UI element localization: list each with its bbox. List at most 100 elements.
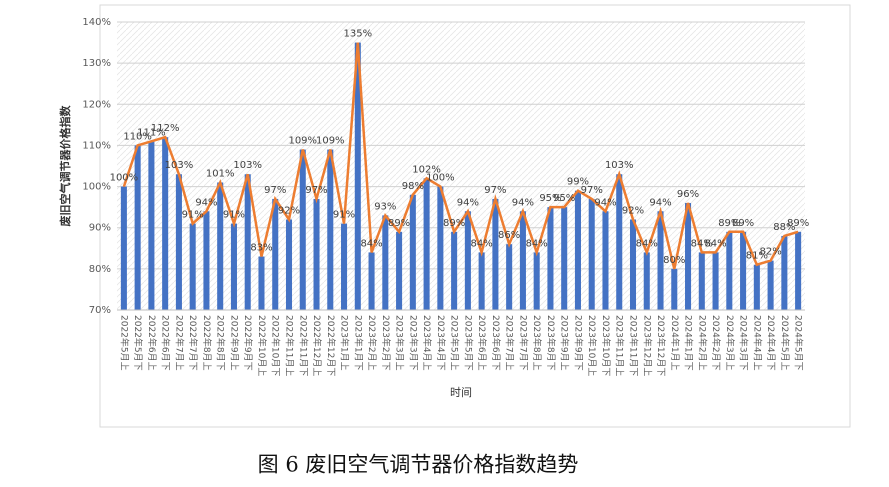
x-tick-label: 2023年1月上 xyxy=(339,315,351,371)
bar xyxy=(588,198,595,310)
data-label: 82% xyxy=(759,247,781,258)
x-tick-label: 2023年10月下 xyxy=(600,315,612,376)
x-tick-label: 2024年3月下 xyxy=(738,315,750,371)
data-label: 89% xyxy=(443,218,465,229)
x-tick-label: 2022年10月上 xyxy=(256,315,268,376)
x-tick-label: 2022年11月下 xyxy=(297,315,309,376)
bar xyxy=(726,231,733,310)
x-tick-label: 2023年8月下 xyxy=(545,315,557,371)
bar xyxy=(272,198,279,310)
data-label: 103% xyxy=(233,160,262,171)
bar xyxy=(767,260,774,310)
data-label: 91% xyxy=(182,210,204,221)
bar xyxy=(244,174,251,310)
x-tick-label: 2024年1月下 xyxy=(683,315,695,371)
data-label: 96% xyxy=(677,189,699,200)
x-tick-label: 2023年9月下 xyxy=(572,315,584,371)
data-label: 101% xyxy=(206,168,235,179)
bar xyxy=(396,231,403,310)
x-tick-label: 2023年12月下 xyxy=(655,315,667,376)
data-label: 95% xyxy=(553,193,575,204)
x-tick-label: 2023年9月上 xyxy=(559,315,571,371)
data-label: 100% xyxy=(426,173,455,184)
data-label: 84% xyxy=(704,238,726,249)
x-tick-label: 2022年9月下 xyxy=(242,315,254,371)
data-label: 95% xyxy=(539,193,561,204)
x-tick-label: 2023年4月下 xyxy=(435,315,447,371)
data-label: 99% xyxy=(567,177,589,188)
bar xyxy=(382,215,389,310)
bar xyxy=(561,207,568,310)
bar xyxy=(313,198,320,310)
x-tick-label: 2023年5月上 xyxy=(449,315,461,371)
bar xyxy=(464,211,471,310)
x-tick-label: 2023年7月上 xyxy=(504,315,516,371)
data-label: 111% xyxy=(137,127,166,138)
bar xyxy=(519,211,526,310)
data-label: 109% xyxy=(288,136,317,147)
bar xyxy=(753,264,760,310)
data-label: 94% xyxy=(649,197,671,208)
x-tick-label: 2024年5月上 xyxy=(779,315,791,371)
data-label: 81% xyxy=(746,251,768,262)
bar xyxy=(671,268,678,310)
x-tick-label: 2024年4月上 xyxy=(751,315,763,371)
y-tick-label: 90% xyxy=(89,223,111,234)
x-tick-label: 2024年3月上 xyxy=(724,315,736,371)
x-tick-label: 2022年5月上 xyxy=(118,315,130,371)
bar xyxy=(120,186,127,310)
x-tick-label: 2024年1月上 xyxy=(669,315,681,371)
bar xyxy=(203,211,210,310)
data-label: 97% xyxy=(264,185,286,196)
y-tick-label: 70% xyxy=(89,305,111,316)
data-label: 89% xyxy=(732,218,754,229)
x-tick-label: 2023年4月上 xyxy=(421,315,433,371)
bar xyxy=(437,186,444,310)
data-label: 84% xyxy=(691,238,713,249)
x-tick-label: 2022年10月下 xyxy=(270,315,282,376)
x-tick-label: 2023年11月上 xyxy=(614,315,626,376)
bar xyxy=(657,211,664,310)
data-label: 94% xyxy=(594,197,616,208)
bar xyxy=(629,219,637,310)
data-label: 84% xyxy=(471,238,493,249)
x-tick-label: 2022年12月下 xyxy=(325,315,337,376)
data-label: 86% xyxy=(498,230,520,241)
bar xyxy=(217,182,224,310)
y-tick-label: 110% xyxy=(82,140,111,151)
data-label: 94% xyxy=(195,197,217,208)
y-tick-label: 100% xyxy=(82,182,111,193)
bar xyxy=(795,231,802,310)
data-label: 84% xyxy=(360,238,382,249)
caption: 图 6 废旧空气调节器价格指数趋势 xyxy=(258,453,579,477)
x-tick-label: 2022年8月上 xyxy=(201,315,213,371)
x-tick-label: 2023年6月上 xyxy=(476,315,488,371)
bar xyxy=(685,203,692,310)
data-label: 92% xyxy=(622,205,644,216)
x-tick-label: 2023年2月下 xyxy=(380,315,392,371)
bar xyxy=(506,244,513,310)
x-tick-label: 2022年12月上 xyxy=(311,315,323,376)
x-tick-label: 2023年11月下 xyxy=(628,315,640,376)
bar xyxy=(423,178,430,310)
data-label: 88% xyxy=(773,222,795,233)
bar xyxy=(354,42,361,310)
bar xyxy=(341,223,348,310)
x-axis-title: 时间 xyxy=(450,386,472,399)
x-tick-label: 2024年5月下 xyxy=(793,315,805,371)
data-label: 94% xyxy=(512,197,534,208)
x-tick-label: 2022年9月上 xyxy=(228,315,240,371)
x-tick-label: 2022年5月下 xyxy=(132,315,144,371)
data-label: 102% xyxy=(412,164,441,175)
bar xyxy=(781,235,788,310)
y-tick-label: 80% xyxy=(89,264,111,275)
data-label: 91% xyxy=(333,210,355,221)
y-axis-title: 废旧空气调节器价格指数 xyxy=(58,105,72,227)
x-tick-label: 2022年11月上 xyxy=(284,315,296,376)
bar xyxy=(602,211,609,310)
bar xyxy=(740,231,747,310)
bar xyxy=(189,223,196,310)
data-label: 110% xyxy=(123,131,152,142)
data-label: 94% xyxy=(457,197,479,208)
data-label: 97% xyxy=(581,185,603,196)
